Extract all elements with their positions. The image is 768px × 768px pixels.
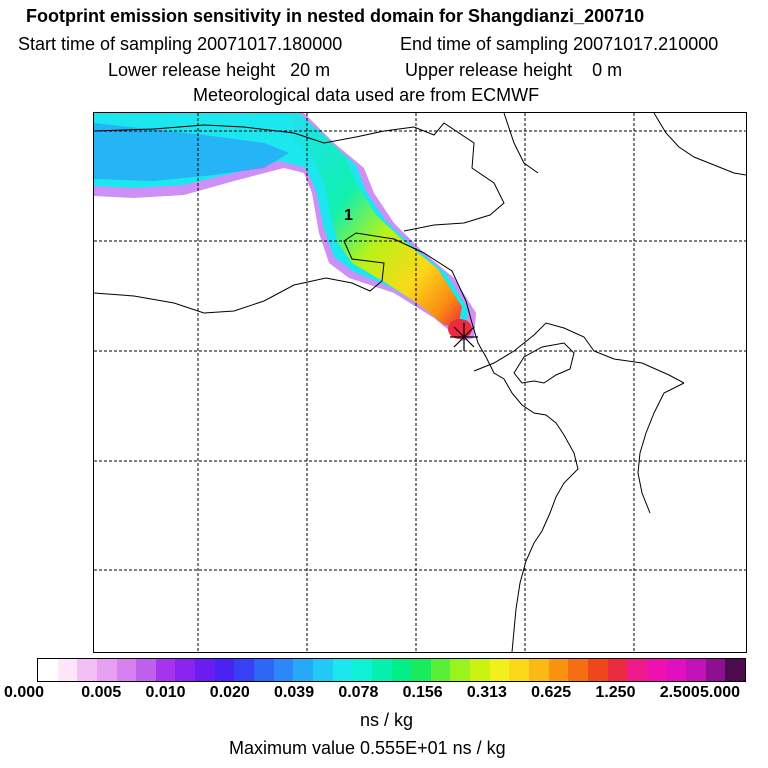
colorbar-swatch <box>175 659 196 681</box>
colorbar-tick-label: 2.500 <box>659 684 700 701</box>
colorbar-swatch <box>116 659 137 681</box>
colorbar-swatch <box>195 659 215 681</box>
colorbar-swatch <box>77 659 97 681</box>
colorbar-swatch <box>529 659 549 681</box>
colorbar-swatch <box>470 659 490 681</box>
colorbar <box>37 658 746 682</box>
lower-release-label: Lower release height 20 m <box>108 60 331 80</box>
maximum-value-label: Maximum value 0.555E+01 ns / kg <box>229 738 506 758</box>
colorbar-swatch <box>214 659 235 681</box>
colorbar-swatch <box>352 659 372 681</box>
colorbar-tick-label: 0.078 <box>338 684 379 701</box>
colorbar-swatch <box>293 659 313 681</box>
colorbar-tick-label: 5.000 <box>699 684 741 701</box>
colorbar-tick-label: 0.039 <box>274 684 315 701</box>
colorbar-swatch <box>391 659 412 681</box>
met-data-label: Meteorological data used are from ECMWF <box>193 85 540 105</box>
end-time-label: End time of sampling 20071017.210000 <box>400 34 719 54</box>
colorbar-swatch <box>646 659 667 681</box>
colorbar-swatch <box>705 659 726 681</box>
colorbar-swatch <box>96 659 117 681</box>
plume-west-lobe <box>94 123 289 181</box>
colorbar-tick-label: 1.250 <box>595 684 636 701</box>
upper-release-label: Upper release height 0 m <box>405 60 623 80</box>
colorbar-swatch <box>666 659 687 681</box>
colorbar-swatch <box>725 659 746 681</box>
colorbar-swatch <box>509 659 530 681</box>
station-star-icon <box>450 323 478 351</box>
colorbar-swatch <box>548 659 569 681</box>
colorbar-swatch <box>430 659 451 681</box>
colorbar-swatch <box>332 659 353 681</box>
colorbar-tick-label: 0.156 <box>402 684 443 701</box>
colorbar-swatch <box>411 659 431 681</box>
colorbar-tick-label: 0.625 <box>531 684 572 701</box>
colorbar-swatch <box>254 659 274 681</box>
colorbar-swatch <box>38 659 58 681</box>
colorbar-swatch <box>686 659 706 681</box>
colorbar-units: ns / kg <box>360 710 414 730</box>
colorbar-swatch <box>136 659 156 681</box>
colorbar-swatch <box>312 659 333 681</box>
colorbar-swatch <box>273 659 294 681</box>
start-time-label: Start time of sampling 20071017.180000 <box>18 34 343 54</box>
colorbar-tick-label: 0.000 <box>3 684 45 701</box>
plume-label: 1 <box>344 207 353 224</box>
colorbar-swatch <box>627 659 647 681</box>
colorbar-tick-label: 0.313 <box>466 684 507 701</box>
colorbar-tick-label: 0.020 <box>209 684 250 701</box>
plume-core <box>294 113 462 327</box>
coastlines <box>94 113 746 652</box>
colorbar-swatch <box>587 659 608 681</box>
colorbar-swatch <box>371 659 392 681</box>
figure-title: Footprint emission sensitivity in nested… <box>26 6 645 26</box>
colorbar-swatch <box>450 659 471 681</box>
lat-lon-grid <box>94 113 746 652</box>
plume-hotspot <box>448 319 472 339</box>
colorbar-swatch <box>57 659 78 681</box>
map-panel: 1 <box>93 112 747 653</box>
colorbar-tick-label: 0.005 <box>81 684 122 701</box>
map-canvas: 1 <box>94 113 746 652</box>
colorbar-swatch <box>568 659 588 681</box>
colorbar-swatch <box>155 659 176 681</box>
colorbar-tick-label: 0.010 <box>145 684 186 701</box>
colorbar-swatch <box>489 659 510 681</box>
colorbar-swatch <box>607 659 628 681</box>
colorbar-swatch <box>234 659 255 681</box>
